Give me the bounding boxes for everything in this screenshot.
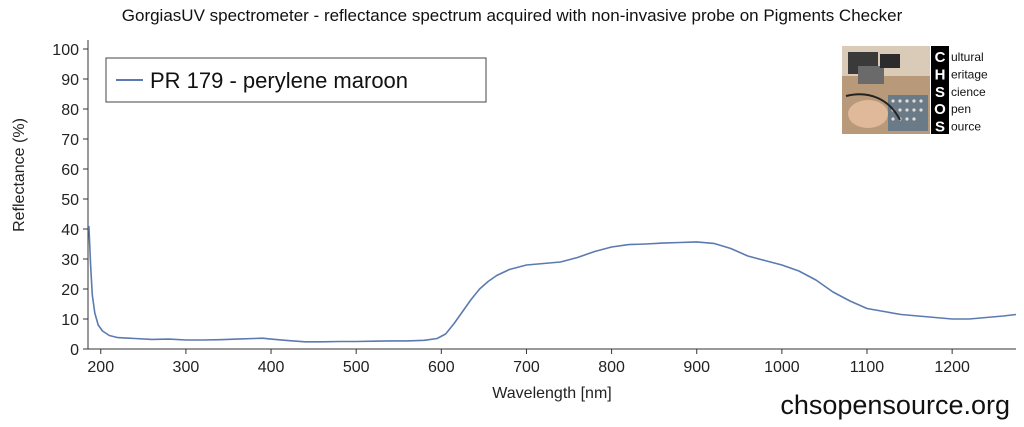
y-tick-label: 60 <box>61 162 79 179</box>
y-tick-label: 0 <box>70 342 79 359</box>
logo-word: eritage <box>951 67 988 81</box>
x-ticks: 200 300 400 500 600 700 800 900 1000 1100 1200 <box>87 349 970 376</box>
x-tick-label: 800 <box>598 359 625 376</box>
y-ticks: 0 10 20 30 40 50 60 70 80 90 100 <box>52 42 88 359</box>
chart-title: GorgiasUV spectrometer - reflectance spe… <box>121 6 903 25</box>
x-tick-label: 600 <box>428 359 455 376</box>
legend-box <box>105 57 487 103</box>
y-tick-label: 70 <box>61 132 79 149</box>
x-axis-label: Wavelength [nm] <box>492 385 611 402</box>
logo-letter-bar <box>931 46 949 134</box>
y-tick-label: 20 <box>61 282 79 299</box>
y-tick-label: 100 <box>52 42 79 59</box>
logo-word: ultural <box>951 50 984 64</box>
site-url: chsopensource.org <box>780 390 1010 420</box>
logo-word: pen <box>951 102 971 116</box>
y-axis-label: Reflectance (%) <box>11 118 28 232</box>
x-tick-label: 200 <box>87 359 114 376</box>
x-tick-label: 1200 <box>934 359 970 376</box>
logo-letter: C <box>935 49 946 66</box>
y-tick-label: 30 <box>61 252 79 269</box>
y-tick-label: 10 <box>61 312 79 329</box>
x-tick-label: 900 <box>683 359 710 376</box>
series-line <box>88 225 1017 343</box>
logo-word: ource <box>951 120 981 134</box>
y-tick-label: 80 <box>61 102 79 119</box>
y-tick-label: 90 <box>61 72 79 89</box>
y-tick-label: 40 <box>61 222 79 239</box>
x-tick-label: 1100 <box>850 359 885 376</box>
x-tick-label: 1000 <box>764 359 800 376</box>
logo-letter: O <box>934 101 946 118</box>
logo-photo <box>842 46 930 134</box>
logo-letter: S <box>935 119 945 136</box>
x-tick-label: 700 <box>513 359 540 376</box>
logo-letter: H <box>935 66 946 83</box>
legend: PR 179 - perylene maroon <box>105 57 487 103</box>
x-tick-label: 400 <box>258 359 285 376</box>
x-tick-label: 300 <box>173 359 200 376</box>
logo-letter: S <box>935 84 945 101</box>
series-layer <box>88 225 1017 343</box>
x-tick-label: 500 <box>343 359 370 376</box>
legend-label: PR 179 - perylene maroon <box>150 68 408 93</box>
logo-word: cience <box>951 85 986 99</box>
y-tick-label: 50 <box>61 192 79 209</box>
